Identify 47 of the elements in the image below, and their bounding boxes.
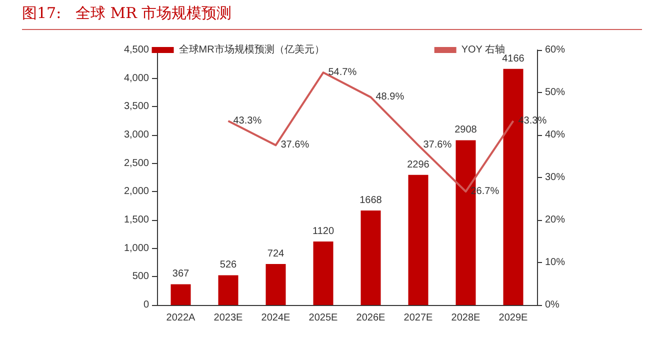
y-tick-label: 1,500 xyxy=(124,214,150,226)
y-tick-label: 3,500 xyxy=(124,101,150,112)
bar xyxy=(266,264,286,305)
data-label: 1668 xyxy=(360,194,382,206)
data-label: 37.6% xyxy=(423,140,452,151)
y2-tick-label: 0% xyxy=(545,300,560,310)
bar xyxy=(218,275,238,305)
data-label: 1120 xyxy=(312,226,334,238)
y2-tick-label: 50% xyxy=(545,87,566,98)
data-label: 526 xyxy=(220,260,238,271)
y-tick-label: 0 xyxy=(143,300,150,310)
y-tick-label: 4,000 xyxy=(124,72,150,84)
data-label: 724 xyxy=(267,248,285,260)
y-tick-label: 2,000 xyxy=(124,186,150,198)
x-tick-label: 2023E xyxy=(214,312,244,324)
x-tick-label: 2026E xyxy=(356,312,386,324)
y-tick-label: 4,500 xyxy=(124,44,150,56)
x-tick-label: 2025E xyxy=(308,312,338,324)
data-label: 37.6% xyxy=(280,140,310,151)
data-label: 367 xyxy=(172,268,190,280)
data-label: 4166 xyxy=(502,53,525,64)
data-label: 2908 xyxy=(454,124,478,136)
bar xyxy=(313,242,334,305)
legend-label: 全球MR市场规模预测（亿美元） xyxy=(178,44,324,56)
data-label: 2296 xyxy=(407,159,430,170)
data-label: 48.9% xyxy=(376,92,404,103)
legend-label: YOY 右轴 xyxy=(461,44,506,56)
bar xyxy=(360,210,381,305)
y-tick-label: 1,000 xyxy=(124,242,150,254)
x-tick-label: 2022A xyxy=(166,312,196,324)
y-tick-label: 2,500 xyxy=(124,158,150,169)
data-label: 54.7% xyxy=(328,67,357,78)
data-label: 43.3% xyxy=(233,115,262,126)
bar xyxy=(408,174,428,305)
y2-tick-label: 20% xyxy=(545,214,566,226)
x-tick-label: 2024E xyxy=(261,312,291,324)
y-tick-label: 500 xyxy=(132,271,150,282)
bar xyxy=(170,284,191,305)
y2-tick-label: 60% xyxy=(545,44,566,56)
x-tick-label: 2029E xyxy=(498,312,528,324)
y-tick-label: 3,000 xyxy=(124,130,150,140)
x-tick-label: 2028E xyxy=(451,312,481,324)
chart-title: 图17: 全球 MR 市场规模预测 xyxy=(22,4,642,30)
x-tick-label: 2027E xyxy=(404,312,434,324)
y2-tick-label: 40% xyxy=(545,130,566,140)
y2-tick-label: 10% xyxy=(545,257,566,268)
y2-tick-label: 30% xyxy=(545,172,566,183)
